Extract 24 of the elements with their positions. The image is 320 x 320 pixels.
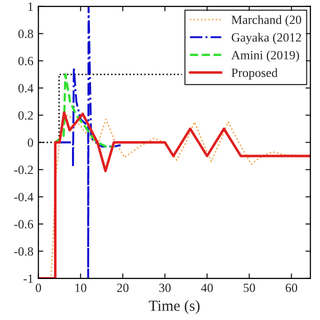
x-tick-label: 30 [159, 284, 171, 292]
x-tick-label: 10 [75, 284, 86, 292]
legend-label: Amini (2019) [231, 50, 300, 62]
y-tick-label: -0.4 [14, 192, 34, 202]
y-tick-label: 0 [28, 138, 34, 147]
x-tick-label: 0 [36, 284, 42, 292]
y-tick-label: -0.2 [14, 166, 33, 174]
y-tick-label: 0.6 [18, 56, 34, 66]
legend-label: Proposed [232, 68, 278, 80]
y-tick-label: -0.6 [14, 220, 34, 229]
y-tick-label: -0.8 [14, 247, 34, 256]
legend-label: Gayaka (2012 [232, 32, 301, 44]
x-tick-label: 60 [286, 284, 298, 292]
y-tick-label: -1 [24, 274, 33, 283]
line-series [54, 73, 116, 148]
y-tick-label: 1 [28, 2, 33, 11]
legend-label: Marchand (20 [232, 15, 302, 27]
x-tick-label: 50 [244, 284, 256, 292]
y-tick-label: 0.4 [18, 84, 34, 93]
y-tick-label: 0.8 [18, 30, 34, 38]
y-tick-label: 0.2 [18, 111, 33, 120]
x-axis-title: Time (s) [148, 300, 200, 314]
x-tick-label: 40 [201, 284, 213, 292]
x-tick-label: 20 [117, 284, 129, 292]
